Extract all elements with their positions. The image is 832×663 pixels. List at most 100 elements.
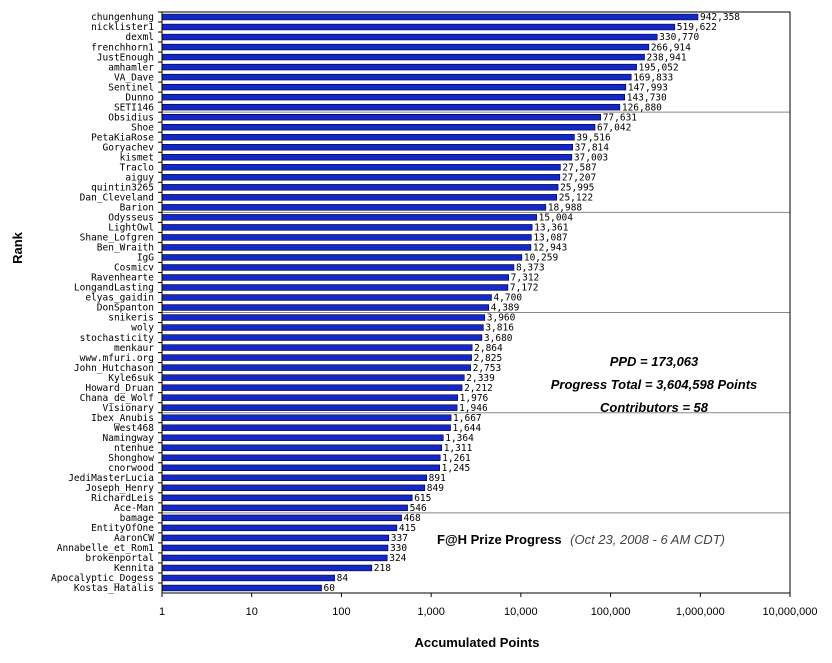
x-tick-label: 1,000,000 [676,606,725,618]
category-label: LightOwl [108,223,154,234]
value-label: 84 [337,573,349,584]
category-label: chungenhung [91,12,154,23]
value-label: 415 [399,523,416,534]
subtitle-title: F@H Prize Progress [437,532,562,547]
category-label: Shoe [131,122,154,133]
subtitle-date: (Oct 23, 2008 - 6 AM CDT) [570,532,725,547]
value-label: 2,753 [473,363,502,374]
x-tick-labels: 1 10 100 1,000 10,000 100,000 1,000,000 10,000,… [159,593,818,618]
value-label: 143,730 [627,92,667,103]
category-label: EntityOfOne [91,523,154,534]
value-label: 147,993 [628,82,668,93]
category-label: Odysseus [108,213,154,224]
value-label: 337 [391,533,408,544]
value-label: 468 [404,513,421,524]
category-label: amhamler [108,62,154,73]
bar [161,244,532,251]
bar [161,204,547,211]
category-label: snikeris [108,313,154,324]
category-label: elyas_gaidin [85,293,154,304]
category-labels: chungenhungnicklister1dexmlfrenchhorn1Ju… [51,11,162,594]
bar [161,544,389,552]
value-label: 1,667 [453,413,482,424]
bar [161,444,442,451]
category-label: www.mfuri.org [80,353,154,364]
value-label: 37,814 [575,142,610,153]
bar [161,414,452,421]
bar [161,234,532,241]
category-label: Barion [120,203,154,214]
bar [161,43,650,51]
value-labels: 942,358519,622330,770266,914238,941195,0… [324,12,741,594]
value-label: 169,833 [633,72,673,83]
value-label: 3,680 [484,333,513,344]
bar [161,274,509,281]
bar [161,23,676,31]
value-label: 1,976 [460,393,489,404]
bars [161,13,699,592]
bar [161,474,427,482]
bar [161,384,463,391]
category-label: Apocalyptic_Dogess [51,573,154,584]
bar [161,33,658,41]
bar [161,123,596,131]
value-label: 891 [429,473,446,484]
category-label: Annabelle_et_Rom1 [57,543,155,554]
category-label: DonSpanton [97,303,154,314]
x-tick-label: 10 [246,606,258,618]
bar [161,73,632,81]
bar [161,264,515,271]
category-label: menkaur [114,343,154,354]
value-label: 1,311 [444,443,473,454]
category-label: Ibex_Anubis [91,413,154,424]
bar [161,113,602,121]
category-label: quintin3265 [91,183,154,194]
category-label: IgG [137,253,154,264]
value-label: 1,261 [442,453,471,464]
bar [161,63,637,71]
x-tick-label: 10,000,000 [762,606,817,618]
bar [161,214,537,221]
category-label: Shonghow [108,453,154,464]
category-label: stochasticity [80,333,155,344]
bar [161,184,559,191]
category-label: Goryachev [103,142,155,153]
value-label: 13,361 [534,223,569,234]
value-label: 2,864 [474,343,503,354]
category-label: aiguy [125,172,154,183]
value-label: 330,770 [659,32,699,43]
value-label: 60 [324,583,336,594]
value-label: 615 [414,493,431,504]
value-label: 1,245 [442,463,471,474]
category-label: Sentinel [108,82,154,93]
bar [161,494,413,502]
category-label: VA_Dave [114,72,154,83]
value-label: 25,995 [560,183,594,194]
bar [161,304,490,311]
value-label: 266,914 [651,42,691,53]
bar [161,554,388,562]
bar [161,534,390,542]
bar [161,334,483,341]
category-label: Dan_Cleveland [80,193,154,204]
bar [161,83,627,91]
category-label: ntenhue [114,443,154,454]
bar [161,464,440,471]
bar [161,394,458,401]
value-label: 39,516 [576,132,611,143]
category-label: John_Hutchason [74,363,154,374]
chart-subtitle: F@H Prize Progress (Oct 23, 2008 - 6 AM … [437,531,725,548]
category-label: Chana_de_Wolf [80,393,154,404]
value-label: 2,825 [474,353,503,364]
bar [161,344,473,351]
x-tick-label: 1 [159,606,165,618]
value-label: 1,946 [459,403,488,414]
bar [161,154,573,161]
category-label: JustEnough [97,52,154,63]
category-label: brokenportal [85,553,154,564]
value-label: 195,052 [639,62,679,73]
value-label: 8,373 [516,263,545,274]
value-label: 25,122 [559,193,593,204]
category-label: LongandLasting [74,283,154,294]
category-label: Traclo [120,162,155,173]
